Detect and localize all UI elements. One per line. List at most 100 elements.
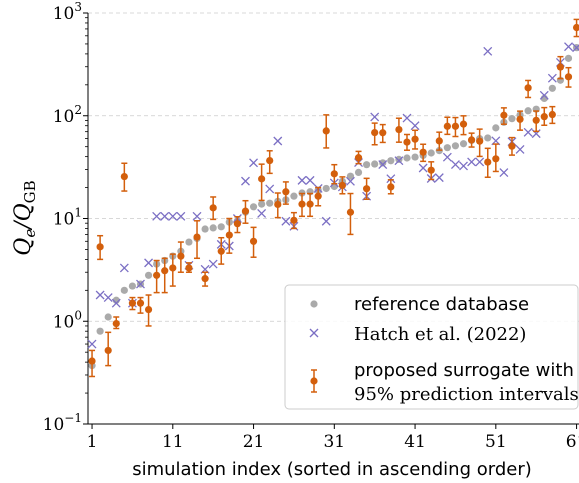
surrogate-marker (411, 135, 419, 143)
legend-label-surrogate-line2: 95% prediction intervals (354, 384, 579, 405)
surrogate-point (177, 241, 185, 273)
hatch-point (136, 279, 145, 289)
surrogate-marker (467, 136, 476, 144)
surrogate-marker (395, 125, 403, 134)
surrogate-marker (209, 204, 217, 212)
reference-point (104, 313, 112, 321)
surrogate-point (516, 110, 524, 131)
surrogate-marker (435, 137, 443, 145)
surrogate-marker (169, 264, 177, 272)
surrogate-point (435, 131, 443, 151)
hatch-point (564, 42, 573, 52)
reference-point (266, 199, 274, 207)
y-label-sub-e: e (21, 229, 39, 238)
y-label-sub-gb: GB (21, 180, 39, 203)
surrogate-marker (153, 271, 161, 279)
surrogate-marker (241, 207, 250, 215)
surrogate-point (363, 177, 371, 200)
legend-marker-surrogate (310, 369, 318, 393)
surrogate-marker (363, 185, 371, 193)
reference-point (249, 203, 258, 211)
surrogate-marker (217, 247, 225, 255)
surrogate-point (338, 176, 346, 195)
surrogate-marker (88, 357, 96, 365)
hatch-point (119, 263, 129, 273)
surrogate-marker (225, 231, 233, 239)
surrogate-marker (500, 111, 508, 119)
surrogate-point (556, 55, 565, 80)
surrogate-point (346, 192, 355, 236)
hatch-point (370, 112, 380, 122)
grid-lines (88, 12, 579, 322)
reference-point (484, 134, 492, 142)
hatch-point (95, 290, 105, 300)
surrogate-marker (282, 188, 290, 196)
surrogate-point (572, 18, 579, 38)
surrogate-point (144, 294, 153, 327)
hatch-point (547, 73, 557, 83)
reference-point (371, 160, 379, 168)
surrogate-marker (371, 128, 379, 137)
y-tick-label: 10−1 (43, 411, 82, 435)
surrogate-marker (556, 63, 565, 71)
surrogate-point (128, 296, 137, 311)
reference-point (290, 192, 298, 200)
tick-marks: 10−11001011021031112131415161 (43, 0, 579, 452)
surrogate-marker (298, 200, 306, 208)
surrogate-marker (136, 299, 145, 307)
hatch-point (539, 90, 549, 100)
reference-point (395, 155, 403, 163)
surrogate-series (88, 18, 579, 378)
surrogate-point (136, 296, 145, 314)
surrogate-marker (112, 319, 120, 328)
surrogate-point (209, 196, 217, 221)
y-tick-label: 101 (53, 206, 82, 230)
surrogate-marker (193, 233, 201, 241)
reference-point (128, 282, 137, 290)
surrogate-marker (484, 158, 492, 166)
surrogate-marker (274, 200, 282, 209)
surrogate-marker (128, 299, 137, 307)
surrogate-point (169, 253, 177, 287)
surrogate-marker (387, 183, 395, 191)
surrogate-point (322, 114, 330, 149)
reference-point (524, 107, 532, 115)
surrogate-marker (177, 252, 185, 260)
legend-box (284, 284, 579, 410)
surrogate-point (282, 181, 290, 205)
hatch-point (281, 216, 291, 226)
surrogate-marker (540, 113, 548, 121)
reference-point (144, 271, 153, 279)
surrogate-marker (443, 122, 451, 130)
legend: reference database Hatch et al. (2022) p… (284, 284, 579, 410)
surrogate-point (193, 220, 201, 260)
surrogate-point (443, 116, 451, 136)
surrogate-point (427, 161, 435, 181)
surrogate-point (395, 117, 403, 143)
legend-marker-hatch (309, 328, 319, 338)
hatch-point (418, 163, 428, 173)
surrogate-point (524, 79, 532, 99)
surrogate-marker (532, 116, 540, 124)
surrogate-point (161, 257, 169, 294)
x-tick-label: 51 (485, 432, 507, 452)
hatch-point (265, 184, 275, 194)
hatch-point (103, 293, 113, 303)
surrogate-marker (314, 192, 322, 200)
reference-point (322, 184, 330, 193)
surrogate-point (233, 215, 241, 234)
surrogate-point (330, 163, 338, 185)
hatch-point (249, 158, 259, 168)
surrogate-marker (346, 208, 355, 216)
reference-point (492, 124, 500, 132)
x-tick-label: 1 (87, 432, 98, 452)
surrogate-marker (508, 142, 516, 150)
hatch-point (144, 258, 154, 268)
surrogate-marker (524, 84, 532, 92)
surrogate-point (153, 259, 161, 294)
surrogate-point (314, 186, 322, 207)
legend-label-reference: reference database (354, 294, 529, 315)
x-tick-label: 41 (404, 432, 426, 452)
surrogate-point (403, 133, 411, 151)
reference-point (346, 172, 355, 180)
